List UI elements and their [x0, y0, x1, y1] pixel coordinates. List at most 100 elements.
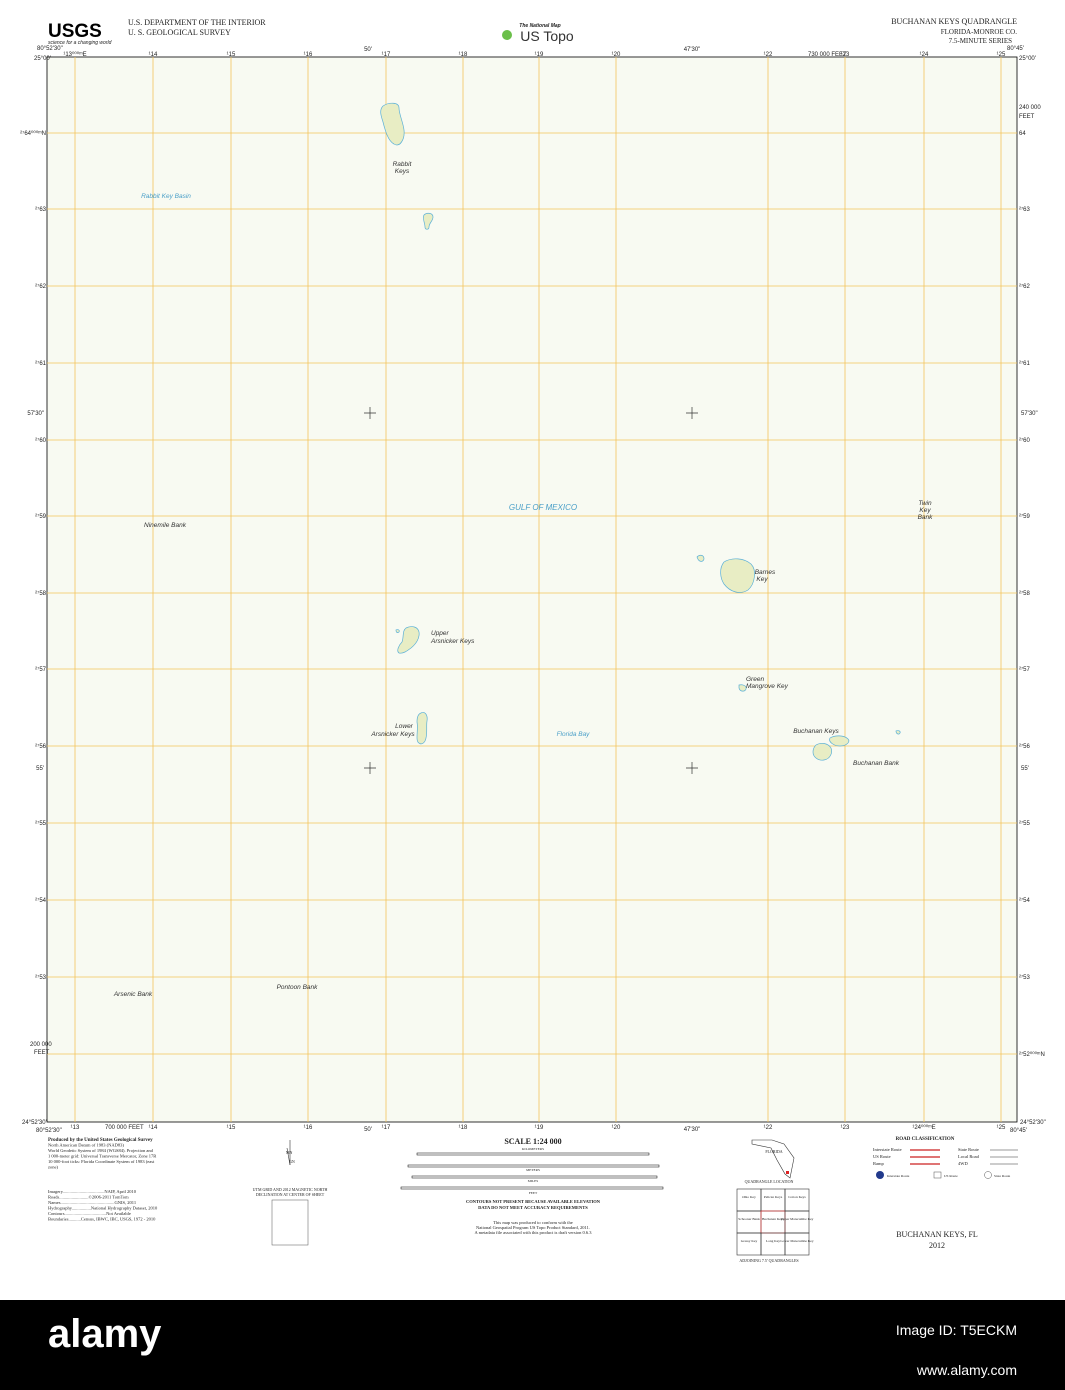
- place-name: Ninemile Bank: [144, 522, 187, 529]
- credit-line: zone): [48, 1165, 58, 1170]
- minute-label: 50': [364, 47, 372, 53]
- place-name: Buchanan Bank: [853, 760, 900, 767]
- scale-unit: KILOMETERS: [522, 1147, 544, 1151]
- decl-caption: UTM GRID AND 2012 MAGNETIC NORTH: [253, 1187, 328, 1192]
- series: 7.5-MINUTE SERIES: [949, 37, 1012, 45]
- image-id: Image ID: T5ECKM: [896, 1322, 1017, 1338]
- adjoining-name: Buchanan Keys: [762, 1217, 785, 1221]
- right-tick-label: ²⁷60: [1019, 437, 1031, 444]
- road-type: Ramp: [873, 1161, 884, 1166]
- scale-bar: [411, 1175, 658, 1179]
- top-tick-label: ¹23: [841, 52, 850, 58]
- feet-label: FEET: [34, 1050, 50, 1056]
- shield: [933, 1171, 942, 1179]
- bottom-tick-label: ¹17: [382, 1125, 391, 1131]
- top-tick-label: ¹15: [227, 52, 236, 58]
- top-tick-label: ¹17: [382, 52, 391, 58]
- water-name: Florida Bay: [557, 731, 591, 738]
- bottom-tick-label: ¹25: [997, 1125, 1006, 1131]
- shield: [984, 1171, 992, 1179]
- scale: SCALE 1:24 000 KILOMETERS METERS MILES F…: [400, 1137, 664, 1235]
- minute-label: 50': [364, 1127, 372, 1133]
- right-tick-label: ²⁷61: [1019, 360, 1031, 367]
- right-tick-label: ²⁷63: [1019, 206, 1031, 213]
- left-tick-label: ²⁷62: [35, 283, 47, 290]
- map-frame: [46, 56, 1018, 1123]
- corners: 80°52'30" 25°00' 80°45' 25°00' 80°52'30"…: [22, 46, 1046, 1134]
- adjoining-name: Cotton Keys: [788, 1195, 806, 1199]
- quad-title: BUCHANAN KEYS QUADRANGLE: [891, 17, 1017, 26]
- left-tick-label: ²⁷63: [35, 206, 47, 213]
- place-name: Pontoon Bank: [277, 984, 319, 991]
- shield-label: Interstate Route: [887, 1174, 910, 1178]
- place-name: Mangrove Key: [746, 683, 789, 690]
- adjoining-name: Upper Matecumbe Key: [781, 1217, 814, 1221]
- scale-bar: [416, 1152, 650, 1156]
- corner-lon: 80°52'30": [37, 46, 63, 52]
- place-name: Arsnicker Keys: [370, 731, 415, 738]
- scale-unit: MILES: [528, 1179, 539, 1183]
- shield-label: US Route: [944, 1174, 958, 1178]
- credits: Produced by the United States Geological…: [48, 1138, 158, 1223]
- usgs-tagline: science for a changing world: [48, 40, 112, 46]
- corner-lat: 25°00': [1019, 56, 1036, 62]
- water-name: GULF OF MEXICO: [509, 503, 577, 512]
- left-tick-label: ²⁷55: [35, 820, 47, 827]
- bottom-tick-label: ¹18: [459, 1125, 468, 1131]
- source-line: Imagery.................................…: [48, 1189, 137, 1195]
- shield-label: State Route: [994, 1174, 1011, 1178]
- minute-label: 57'30": [27, 411, 44, 417]
- island: [380, 102, 405, 146]
- ticks: ¹13⁰⁰⁰ᵐE ¹14 ¹15 ¹16 ¹17 ¹18 ¹19 ¹20 ¹22 ¹23 ¹24 ¹2…: [20, 47, 1045, 1133]
- credit-line: Produced by the United States Geological…: [48, 1138, 153, 1143]
- corner-lat: 25°00': [34, 56, 51, 62]
- scale-unit: METERS: [526, 1168, 540, 1172]
- island: [422, 212, 434, 230]
- place-name: Barnes: [755, 569, 776, 576]
- place-name: Keys: [395, 168, 410, 175]
- source-line: Names...................................…: [48, 1200, 136, 1206]
- right-tick-label: ²⁷57: [1019, 666, 1031, 673]
- state-label: FLORIDA: [765, 1149, 782, 1154]
- bottom-tick-label: ¹23: [841, 1125, 850, 1131]
- island: [416, 712, 428, 745]
- crosshairs: [364, 407, 698, 774]
- note: CONTOURS NOT PRESENT BECAUSE AVAILABLE E…: [466, 1199, 601, 1204]
- place-name: Bank: [918, 514, 934, 521]
- left-tick-label: ²⁷56: [35, 743, 47, 750]
- usgs-logo: USGS: [48, 21, 102, 42]
- bottom-tick-label: ¹13: [71, 1125, 80, 1131]
- left-tick-label: ²⁷53: [35, 974, 47, 981]
- minute-label: 57'30": [1021, 411, 1038, 417]
- decl-caption: DECLINATION AT CENTER OF SHEET: [256, 1192, 325, 1197]
- decl-label: MN: [286, 1150, 293, 1155]
- right-tick-label: ²⁷62: [1019, 283, 1031, 290]
- adjoining-name: Long Key: [766, 1239, 780, 1243]
- minute-label: 55': [1021, 766, 1029, 772]
- top-tick-label: ¹18: [459, 52, 468, 58]
- place-names: Rabbit Keys Rabbit Key Basin GULF OF MEX…: [113, 161, 933, 998]
- adjoining-cell: [784, 1232, 810, 1256]
- bottom-tick-label: ¹16: [304, 1125, 313, 1131]
- crosshair: [364, 407, 698, 774]
- source-line: Contours................................…: [48, 1211, 131, 1216]
- source-line: Roads..........................©2006-201…: [48, 1195, 129, 1200]
- year: 2012: [929, 1241, 945, 1250]
- place-name: Arsenic Bank: [113, 991, 153, 998]
- feet-label: 730 000 FEET: [808, 52, 847, 58]
- feet-label: 700 000 FEET: [105, 1125, 144, 1131]
- bottom-tick-label: ¹15: [227, 1125, 236, 1131]
- road-type: US Route: [873, 1154, 891, 1159]
- left-tick-label: ²⁷60: [35, 437, 47, 444]
- place-name: Twin: [918, 500, 932, 507]
- scale-bar: [407, 1164, 660, 1168]
- adjoining-name: Lower Matecumbe Key: [780, 1239, 813, 1243]
- right-tick-label: ²⁷59: [1019, 513, 1031, 520]
- source-line: Hydrography.................National Hyd…: [48, 1206, 158, 1212]
- left-tick-label: ²⁷61: [35, 360, 47, 367]
- watermark-band: [0, 1300, 1065, 1390]
- island: [696, 554, 755, 593]
- adjoining-name: Ohio Key: [742, 1195, 756, 1199]
- road-type: Local Road: [958, 1154, 980, 1159]
- right-tick-label: ²⁷52⁰⁰⁰ᵐN: [1019, 1051, 1045, 1058]
